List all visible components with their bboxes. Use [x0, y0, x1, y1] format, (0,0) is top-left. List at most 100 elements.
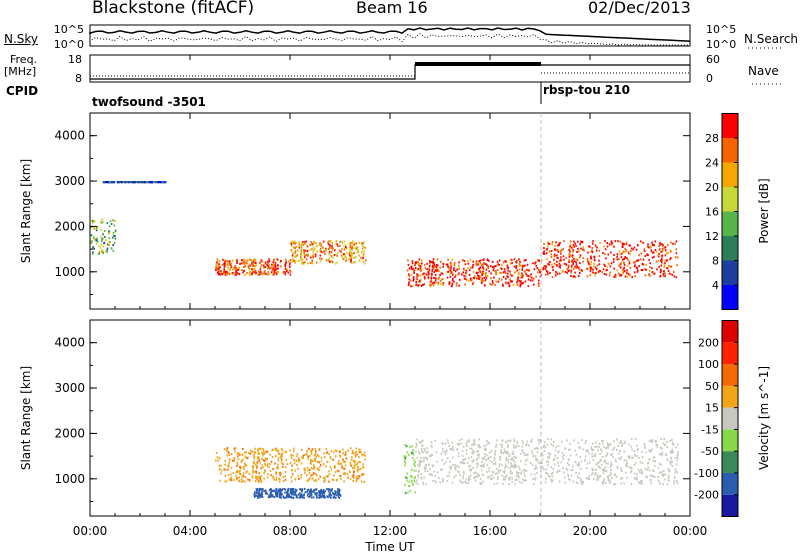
velocity-echo-cell [672, 451, 675, 454]
velocity-echo-cell [277, 463, 279, 466]
velocity-echo-cell [512, 465, 515, 468]
velocity-echo-cell [309, 468, 311, 471]
velocity-echo-cell [308, 496, 310, 498]
velocity-echo-cell [272, 467, 274, 470]
power-echo-cell [479, 266, 482, 269]
power-echo-cell [501, 264, 503, 267]
velocity-echo-cell [304, 491, 307, 494]
velocity-echo-cell [471, 444, 473, 446]
velocity-echo-cell [483, 463, 485, 466]
velocity-echo-cell [578, 464, 580, 467]
velocity-echo-cell [241, 454, 244, 457]
power-echo-cell [328, 257, 330, 260]
velocity-echo-cell [547, 438, 549, 440]
velocity-echo-cell [334, 466, 336, 469]
velocity-echo-cell [285, 458, 288, 461]
power-echo-cell [470, 266, 472, 269]
velocity-echo-cell [541, 452, 543, 455]
velocity-echo-cell [342, 458, 344, 461]
velocity-echo-cell [633, 450, 635, 453]
power-echo-cell [439, 274, 441, 277]
velocity-echo-cell [544, 481, 547, 484]
velocity-echo-cell [413, 463, 415, 466]
power-echo-cell [455, 284, 458, 287]
velocity-echo-cell [546, 472, 549, 475]
power-echo-cell [432, 284, 435, 287]
power-echo-cell [146, 181, 148, 184]
power-echo-cell [604, 248, 607, 251]
velocity-echo-cell [441, 468, 443, 471]
velocity-echo-cell [328, 470, 330, 473]
velocity-echo-cell [653, 470, 655, 472]
power-echo-cell [293, 256, 296, 259]
velocity-echo-cell [358, 448, 360, 451]
velocity-echo-cell [344, 471, 346, 474]
velocity-echo-cell [507, 446, 509, 449]
power-echo-cell [423, 275, 426, 278]
velocity-echo-cell [411, 445, 413, 448]
power-echo-cell [453, 262, 456, 264]
velocity-echo-cell [336, 491, 338, 494]
velocity-echo-cell [440, 468, 442, 471]
power-echo-cell [623, 263, 626, 266]
velocity-echo-cell [309, 495, 311, 498]
velocity-echo-cell [419, 462, 421, 465]
velocity-echo-cell [420, 476, 422, 479]
velocity-echo-cell [661, 473, 664, 476]
power-echo-cell [573, 245, 576, 248]
velocity-echo-cell [660, 438, 662, 440]
velocity-echo-cell [308, 472, 311, 475]
velocity-echo-cell [630, 483, 633, 486]
velocity-echo-cell [314, 478, 317, 481]
power-echo-cell [575, 244, 577, 247]
power-echo-cell [361, 257, 363, 260]
power-echo-cell [675, 248, 678, 251]
velocity-echo-cell [460, 481, 462, 484]
power-echo-cell [664, 259, 666, 262]
velocity-echo-cell [308, 454, 311, 457]
velocity-echo-cell [256, 449, 259, 452]
velocity-echo-cell [257, 451, 260, 454]
velocity-echo-cell [333, 464, 336, 467]
power-echo-cell [511, 262, 513, 264]
velocity-echo-cell [215, 452, 218, 454]
power-echo-cell [355, 242, 358, 245]
velocity-echo-cell [424, 470, 426, 473]
power-echo-cell [433, 262, 435, 265]
velocity-echo-cell [554, 454, 556, 457]
velocity-echo-cell [500, 452, 502, 455]
power-echo-cell [514, 271, 516, 274]
velocity-echo-cell [489, 475, 491, 478]
power-echo-cell [219, 266, 221, 269]
velocity-echo-cell [489, 459, 492, 462]
velocity-echo-cell [673, 477, 676, 479]
velocity-echo-cell [313, 479, 315, 482]
power-echo-cell [238, 266, 240, 269]
velocity-echo-cell [339, 489, 341, 492]
velocity-echo-cell [448, 474, 450, 477]
velocity-echo-cell [662, 442, 665, 445]
velocity-echo-cell [653, 465, 656, 468]
power-echo-cell [412, 270, 415, 272]
power-echo-cell [512, 284, 515, 286]
power-echo-cell [645, 268, 647, 271]
velocity-echo-cell [276, 466, 278, 469]
velocity-echo-cell [662, 475, 665, 478]
power-echo-cell [331, 246, 333, 249]
power-echo-cell [570, 269, 573, 272]
velocity-echo-cell [356, 475, 358, 478]
velocity-echo-cell [309, 490, 312, 493]
power-echo-cell [248, 267, 251, 270]
velocity-echo-cell [354, 454, 357, 456]
power-echo-cell [92, 251, 94, 254]
power-echo-cell [445, 263, 448, 266]
velocity-echo-cell [535, 457, 537, 460]
power-echo-cell [217, 265, 220, 268]
power-echo-cell [447, 265, 449, 268]
velocity-echo-cell [218, 457, 221, 459]
velocity-echo-cell [276, 492, 279, 495]
velocity-echo-cell [324, 490, 326, 493]
power-echo-cell [458, 272, 460, 275]
power-echo-cell [273, 273, 275, 276]
velocity-echo-cell [473, 472, 475, 475]
